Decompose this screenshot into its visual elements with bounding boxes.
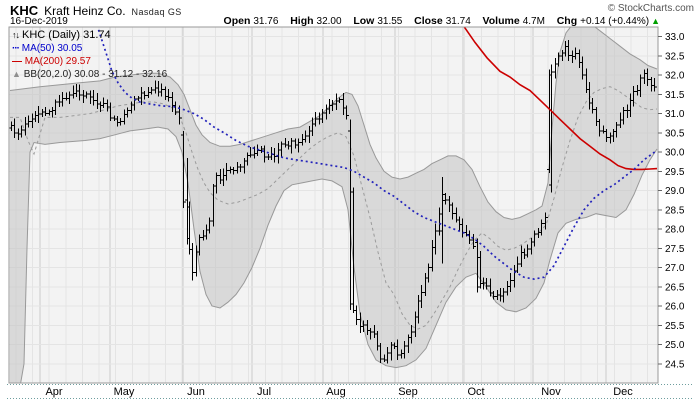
change-label: Chg xyxy=(556,15,578,27)
ticker-symbol: KHC xyxy=(10,3,39,18)
low-label: Low xyxy=(353,15,375,27)
y-axis-label: 26.5 xyxy=(665,282,685,293)
ma200-swatch-icon: — xyxy=(12,56,22,67)
high-value: 32.00 xyxy=(316,16,342,27)
high-label: High xyxy=(290,15,314,27)
y-axis-label: 30.5 xyxy=(665,128,685,139)
legend-ma200-label: MA(200) 29.57 xyxy=(24,56,91,67)
y-axis: 24.5 25.0 25.5 26.0 26.5 27.0 27.5 28.0 28.5 29.0… xyxy=(658,32,685,370)
x-axis-month-label: Dec xyxy=(613,386,633,398)
x-axis-month-label: Jun xyxy=(187,386,205,398)
close-label: Close xyxy=(414,15,443,27)
legend-ma50-label: MA(50) 30.05 xyxy=(21,43,83,54)
y-axis-label: 32.5 xyxy=(665,51,685,62)
y-axis-label: 30.0 xyxy=(665,148,685,159)
ma200-line xyxy=(463,27,658,171)
plot-border xyxy=(8,26,659,384)
legend-main-row: ↑↓ KHC (Daily) 31.74 xyxy=(12,29,167,42)
quote-summary: Open 31.76 High 32.00 Low 31.55 Close 31.74 … xyxy=(224,15,660,27)
y-axis-label: 29.5 xyxy=(665,167,685,178)
y-axis-label: 28.5 xyxy=(665,205,685,216)
close-value: 31.74 xyxy=(445,16,471,27)
open-value: 31.76 xyxy=(253,16,279,27)
y-axis-label: 28.0 xyxy=(665,225,685,236)
legend-ma50-row: ··· MA(50) 30.05 xyxy=(12,42,167,55)
y-axis-label: 27.5 xyxy=(665,244,685,255)
legend-bb-label: BB(20,2.0) 30.08 - 31.12 - 32.16 xyxy=(23,69,168,80)
x-axis-month-label: Jul xyxy=(257,386,271,398)
y-axis-label: 27.0 xyxy=(665,263,685,274)
x-axis-month-label: Oct xyxy=(467,386,484,398)
x-axis: Apr May Jun Jul Aug Sep Oct Nov Dec xyxy=(7,384,692,399)
y-axis-label: 32.0 xyxy=(665,71,685,82)
y-axis-label: 31.5 xyxy=(665,90,685,101)
ma50-swatch-icon: ··· xyxy=(12,43,20,54)
bollinger-swatch-icon: ▲ xyxy=(12,69,21,79)
ohlc-bars xyxy=(9,39,657,364)
y-axis-label: 25.5 xyxy=(665,321,685,332)
legend-ma200-row: — MA(200) 29.57 xyxy=(12,55,167,68)
x-axis-month-label: Apr xyxy=(45,386,62,398)
chart-header: KHC Kraft Heinz Co. Nasdaq GS xyxy=(10,2,182,20)
x-axis-month-label: Sep xyxy=(398,386,418,398)
legend-bb-row: ▲ BB(20,2.0) 30.08 - 31.12 - 32.16 xyxy=(12,68,167,81)
y-axis-label: 26.0 xyxy=(665,302,685,313)
quote-date: 16-Dec-2019 xyxy=(10,16,68,27)
legend-main-label: KHC (Daily) 31.74 xyxy=(22,29,111,41)
chart-legend: ↑↓ KHC (Daily) 31.74 ··· MA(50) 30.05 — M… xyxy=(12,29,167,81)
copyright-label: © StockCharts.com xyxy=(607,3,694,14)
company-name: Kraft Heinz Co. xyxy=(44,4,126,18)
volume-label: Volume xyxy=(482,15,520,27)
x-axis-month-label: May xyxy=(114,386,135,398)
updown-arrows-icon: ↑↓ xyxy=(12,30,20,40)
x-axis-month-label: Nov xyxy=(541,386,561,398)
low-value: 31.55 xyxy=(377,16,403,27)
y-axis-label: 25.0 xyxy=(665,340,685,351)
y-axis-label: 31.0 xyxy=(665,109,685,120)
change-up-icon: ▲ xyxy=(651,16,660,26)
exchange-name: Nasdaq GS xyxy=(131,7,182,17)
change-value: +0.14 (+0.44%) xyxy=(580,16,650,27)
y-axis-label: 24.5 xyxy=(665,359,685,370)
y-axis-label: 33.0 xyxy=(665,32,685,43)
y-axis-label: 29.0 xyxy=(665,186,685,197)
open-label: Open xyxy=(223,15,251,27)
volume-value: 4.7M xyxy=(522,16,545,27)
x-axis-month-label: Aug xyxy=(326,386,346,398)
bollinger-band xyxy=(9,27,658,383)
